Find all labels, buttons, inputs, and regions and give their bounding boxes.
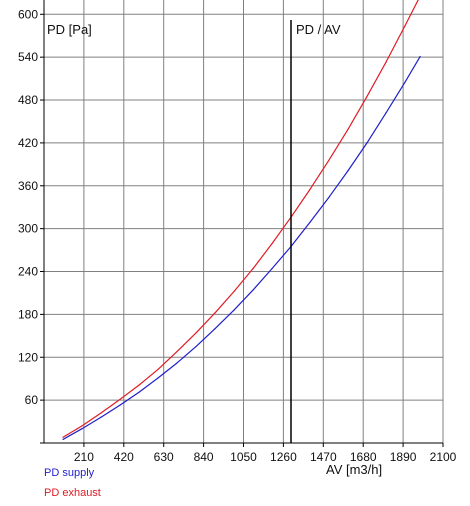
data-point-supply bbox=[157, 377, 159, 379]
marker-label: PD / AV bbox=[296, 22, 341, 37]
series-line-supply bbox=[62, 56, 421, 440]
x-tick-label: 420 bbox=[114, 450, 134, 464]
x-tick-label: 210 bbox=[74, 450, 94, 464]
data-point-supply bbox=[271, 268, 273, 270]
data-point-exhaust bbox=[81, 425, 83, 427]
data-point-supply bbox=[195, 345, 197, 348]
y-tick-label: 240 bbox=[18, 265, 38, 279]
data-point-supply bbox=[347, 170, 349, 172]
y-tick-label: 540 bbox=[18, 50, 38, 64]
x-tick-label: 840 bbox=[194, 450, 214, 464]
data-point-exhaust bbox=[100, 412, 102, 414]
data-point-supply bbox=[62, 438, 64, 441]
x-tick-label: 630 bbox=[154, 450, 174, 464]
data-point-supply bbox=[233, 309, 235, 311]
y-tick-label: 60 bbox=[25, 393, 39, 407]
data-point-supply bbox=[176, 362, 178, 364]
y-tick-label: 600 bbox=[18, 7, 38, 21]
data-point-exhaust bbox=[233, 290, 235, 293]
data-point-exhaust bbox=[62, 436, 64, 438]
y-tick-label: 420 bbox=[18, 136, 38, 150]
grid-lines bbox=[44, 0, 444, 443]
data-point-exhaust bbox=[347, 128, 349, 130]
x-tick-label: 2100 bbox=[430, 450, 457, 464]
data-point-exhaust bbox=[119, 398, 121, 401]
x-tick-label: 1680 bbox=[350, 450, 377, 464]
data-point-exhaust bbox=[157, 368, 159, 371]
legend-entry-exhaust: PD exhaust bbox=[44, 487, 101, 499]
legend-entry-supply: PD supply bbox=[44, 467, 95, 479]
y-tick-label: 180 bbox=[18, 307, 38, 321]
data-point-supply bbox=[366, 142, 368, 144]
x-axis-label: AV [m3/h] bbox=[326, 462, 382, 477]
data-point-exhaust bbox=[271, 243, 273, 245]
data-series bbox=[62, 0, 421, 441]
data-point-supply bbox=[138, 391, 140, 393]
data-point-exhaust bbox=[195, 332, 197, 334]
data-point-exhaust bbox=[309, 188, 311, 190]
y-tick-label: 360 bbox=[18, 179, 38, 193]
data-point-supply bbox=[100, 416, 102, 418]
y-tick-label: 300 bbox=[18, 222, 38, 236]
data-point-exhaust bbox=[214, 312, 216, 314]
data-point-supply bbox=[404, 81, 406, 83]
data-point-supply bbox=[119, 404, 121, 406]
data-point-supply bbox=[252, 289, 254, 291]
x-tick-label: 1470 bbox=[310, 450, 337, 464]
x-tick-label: 1260 bbox=[270, 450, 297, 464]
data-point-exhaust bbox=[252, 268, 254, 270]
data-point-supply bbox=[419, 55, 421, 58]
series-line-exhaust bbox=[62, 0, 419, 438]
data-point-exhaust bbox=[404, 25, 406, 27]
data-point-supply bbox=[328, 196, 330, 198]
data-point-supply bbox=[385, 112, 387, 114]
tick-labels: 210 420 630 840 1050 1260 1470 1680 1890 2100 60 12… bbox=[18, 7, 457, 464]
x-tick-label: 1890 bbox=[390, 450, 417, 464]
y-tick-label: 120 bbox=[18, 350, 38, 364]
data-point-exhaust bbox=[366, 95, 368, 98]
data-point-exhaust bbox=[176, 350, 178, 353]
x-tick-label: 1050 bbox=[230, 450, 257, 464]
data-point-exhaust bbox=[138, 384, 140, 386]
axes bbox=[40, 0, 444, 447]
data-point-supply bbox=[214, 328, 216, 330]
data-point-supply bbox=[309, 221, 311, 223]
y-tick-label: 480 bbox=[18, 93, 38, 107]
data-point-exhaust bbox=[328, 159, 330, 161]
y-axis-label: PD [Pa] bbox=[47, 22, 92, 37]
data-point-supply bbox=[81, 428, 83, 430]
data-point-exhaust bbox=[385, 61, 387, 63]
